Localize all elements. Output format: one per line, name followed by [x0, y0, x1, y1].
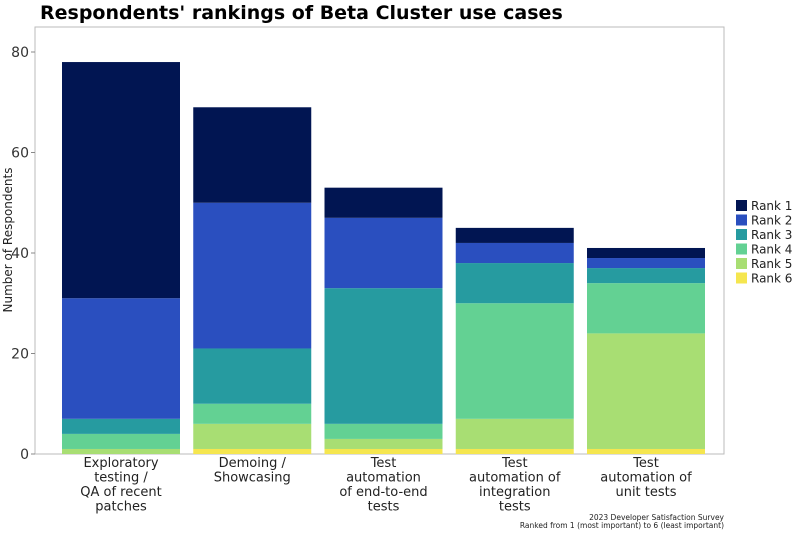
bar-segment-rank-5	[587, 333, 705, 449]
legend-swatch	[736, 229, 747, 240]
x-tick-label: Showcasing	[214, 471, 291, 486]
legend-label: Rank 2	[751, 214, 792, 228]
legend-swatch	[736, 272, 747, 284]
bar-segment-rank-3	[455, 263, 574, 304]
bar-segment-rank-4	[324, 423, 443, 439]
bar-segment-rank-4	[587, 283, 705, 334]
bar-segment-rank-3	[62, 418, 180, 434]
chart-title: Respondents' rankings of Beta Cluster us…	[40, 2, 563, 24]
bar-segment-rank-5	[62, 448, 180, 454]
caption-line-1: 2023 Developer Satisfaction Survey	[589, 513, 724, 522]
bar-segment-rank-1	[587, 247, 705, 259]
bar-segment-rank-5	[324, 438, 443, 449]
x-tick-label: automation	[346, 471, 421, 486]
x-tick-label: unit tests	[615, 485, 676, 500]
legend-label: Rank 4	[751, 243, 792, 257]
legend-swatch	[736, 214, 747, 226]
bar-segment-rank-6	[324, 448, 443, 454]
x-tick-label: QA of recent	[80, 485, 161, 500]
bar-segment-rank-2	[455, 242, 574, 264]
legend-swatch	[736, 200, 747, 211]
bar-segment-rank-6	[587, 448, 705, 454]
bar-segment-rank-6	[455, 448, 574, 454]
y-tick-label: 40	[11, 246, 29, 262]
y-tick-label: 60	[11, 146, 29, 162]
bar-segment-rank-5	[455, 418, 574, 449]
x-tick-label: tests	[368, 500, 400, 515]
bar-segment-rank-1	[193, 107, 312, 203]
bar-segment-rank-6	[193, 448, 312, 454]
x-tick-label: Exploratory	[83, 456, 158, 471]
x-tick-label: integration	[479, 485, 550, 500]
bar-segment-rank-4	[193, 403, 312, 424]
x-tick-label: Test	[501, 456, 528, 471]
x-tick-label: Test	[370, 456, 397, 471]
bar-segment-rank-1	[324, 187, 443, 218]
caption-line-2: Ranked from 1 (most important) to 6 (lea…	[520, 521, 724, 530]
legend-swatch	[736, 258, 747, 269]
y-tick-label: 20	[11, 347, 29, 363]
x-tick-label: Test	[632, 456, 659, 471]
x-tick-label: of end-to-end	[339, 485, 427, 500]
legend-label: Rank 6	[751, 272, 792, 286]
legend-label: Rank 3	[751, 228, 792, 242]
x-tick-label: tests	[499, 500, 531, 515]
y-tick-label: 80	[11, 45, 29, 61]
bar-segment-rank-1	[455, 227, 574, 243]
y-tick-label: 0	[20, 447, 29, 463]
bar-segment-rank-2	[193, 202, 312, 349]
bar-segment-rank-2	[324, 217, 443, 289]
bar-segment-rank-5	[193, 423, 312, 449]
x-tick-label: automation of	[600, 471, 692, 486]
x-tick-label: automation of	[469, 471, 561, 486]
bar-segment-rank-4	[62, 433, 180, 449]
x-tick-label: testing /	[94, 471, 148, 486]
legend-swatch	[736, 243, 747, 255]
y-axis-label: Number of Respondents	[1, 168, 15, 313]
legend-label: Rank 1	[751, 199, 792, 213]
bar-segment-rank-1	[62, 62, 180, 299]
bar-segment-rank-2	[62, 298, 180, 419]
bar-segment-rank-2	[587, 258, 705, 269]
x-tick-label: Demoing /	[219, 456, 287, 471]
bar-segment-rank-3	[587, 268, 705, 284]
bar-segment-rank-3	[324, 288, 443, 424]
bar-segment-rank-4	[455, 303, 574, 419]
bar-segment-rank-3	[193, 348, 312, 404]
legend-label: Rank 5	[751, 257, 792, 271]
x-tick-label: patches	[95, 500, 147, 515]
